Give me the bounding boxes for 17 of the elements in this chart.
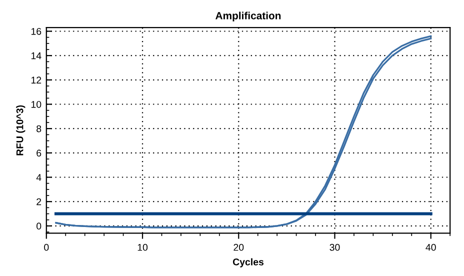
- y-tick-label: 12: [31, 76, 42, 84]
- x-tick-label: 10: [138, 244, 148, 251]
- y-tick-label: 8: [36, 125, 42, 132]
- chart-title: Amplification: [216, 12, 281, 22]
- y-tick-label: 6: [36, 150, 42, 157]
- y-tick-label: 2: [36, 198, 42, 206]
- y-tick-label: 4: [36, 174, 42, 181]
- x-tick-label: 40: [426, 244, 436, 251]
- y-tick-label: 0: [36, 222, 42, 230]
- x-tick-label: 20: [234, 244, 244, 251]
- y-axis-title: RFU (10^3): [16, 105, 26, 156]
- x-axis-title: Cycles: [232, 258, 264, 268]
- y-tick-label: 16: [31, 28, 42, 35]
- y-tick-label: 14: [31, 52, 42, 60]
- x-tick-label: 30: [330, 244, 340, 251]
- y-tick-label: 10: [31, 100, 42, 108]
- x-tick-label: 0: [44, 244, 49, 251]
